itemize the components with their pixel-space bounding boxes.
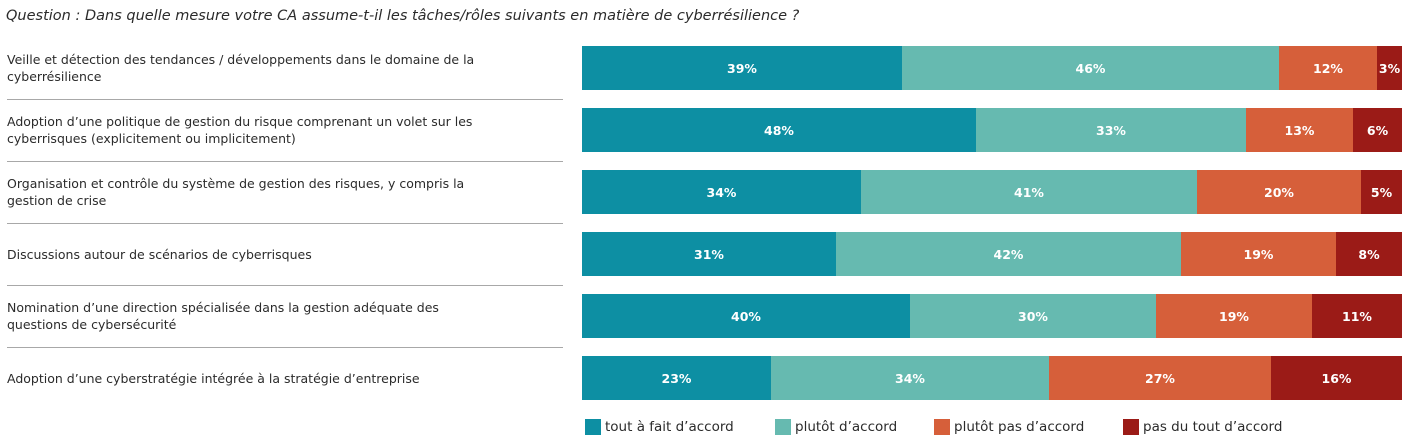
data-label: 19% (1243, 246, 1274, 262)
data-label: 41% (1014, 184, 1044, 200)
legend-swatch (1123, 419, 1139, 435)
data-label: 46% (1075, 60, 1106, 76)
bar-segment: 6% (1353, 108, 1402, 152)
legend-item: plutôt pas d’accord (934, 418, 1084, 436)
bar-segment: 33% (976, 108, 1246, 152)
bar-segment: 11% (1312, 294, 1402, 338)
data-label: 19% (1219, 308, 1249, 324)
data-label: 16% (1321, 370, 1352, 386)
legend-item: pas du tout d’accord (1123, 418, 1282, 436)
bar-segment: 27% (1049, 356, 1271, 400)
data-label: 34% (895, 370, 925, 386)
category-label: Adoption d’une politique de gestion du r… (7, 114, 473, 146)
data-label: 31% (694, 246, 724, 262)
data-label: 40% (731, 308, 761, 324)
legend-swatch (585, 419, 601, 435)
data-label: 34% (706, 184, 737, 200)
bar-segment: 42% (836, 232, 1181, 276)
bar-segment: 41% (861, 170, 1197, 214)
legend-label: pas du tout d’accord (1143, 419, 1283, 435)
bar-segment: 34% (582, 170, 861, 214)
bar-segment: 12% (1279, 46, 1377, 90)
bar-segment: 30% (910, 294, 1156, 338)
data-label: 11% (1342, 308, 1372, 324)
legend-swatch (934, 419, 950, 435)
data-label: 20% (1264, 184, 1294, 200)
bar-segment: 40% (582, 294, 910, 338)
legend-label: plutôt d’accord (795, 419, 898, 435)
legend-label: tout à fait d’accord (605, 419, 734, 435)
data-label: 39% (727, 60, 757, 76)
bar-segment: 13% (1246, 108, 1353, 152)
category-label: Adoption d’une cyberstratégie intégrée à… (7, 371, 420, 386)
bar-segment: 34% (771, 356, 1049, 400)
row-separator (7, 161, 563, 162)
bar-segment: 5% (1361, 170, 1402, 214)
category-label: Organisation et contrôle du système de g… (7, 176, 465, 208)
category-label: Veille et détection des tendances / déve… (7, 52, 475, 84)
row-separator (7, 347, 563, 348)
legend-item: plutôt d’accord (775, 418, 897, 436)
bar-segment: 48% (582, 108, 976, 152)
data-label: 6% (1366, 122, 1389, 138)
row-separator (7, 285, 563, 286)
row-separator (7, 99, 563, 100)
data-label: 42% (993, 246, 1024, 262)
bar-segment: 46% (902, 46, 1279, 90)
chart-question: Question : Dans quelle mesure votre CA a… (6, 8, 800, 24)
row-separator (7, 223, 563, 224)
bar-segment: 39% (582, 46, 902, 90)
legend-item: tout à fait d’accord (585, 418, 734, 436)
data-label: 23% (661, 370, 692, 386)
data-label: 27% (1145, 370, 1175, 386)
bar-segment: 19% (1181, 232, 1336, 276)
data-label: 48% (764, 122, 794, 138)
legend-label: plutôt pas d’accord (954, 419, 1085, 435)
bar-segment: 8% (1336, 232, 1402, 276)
data-label: 12% (1313, 60, 1343, 76)
data-label: 3% (1378, 60, 1401, 76)
bar-segment: 31% (582, 232, 836, 276)
data-label: 5% (1370, 184, 1393, 200)
data-label: 8% (1358, 246, 1380, 262)
bar-segment: 16% (1271, 356, 1402, 400)
bar-segment: 20% (1197, 170, 1361, 214)
bar-segment: 19% (1156, 294, 1312, 338)
legend-swatch (775, 419, 791, 435)
category-label: Discussions autour de scénarios de cyber… (7, 247, 312, 262)
data-label: 30% (1018, 308, 1048, 324)
bar-segment: 3% (1377, 46, 1402, 90)
bar-segment: 23% (582, 356, 771, 400)
data-label: 13% (1284, 122, 1315, 138)
data-label: 33% (1096, 122, 1126, 138)
category-label: Nomination d’une direction spécialisée d… (7, 300, 439, 332)
